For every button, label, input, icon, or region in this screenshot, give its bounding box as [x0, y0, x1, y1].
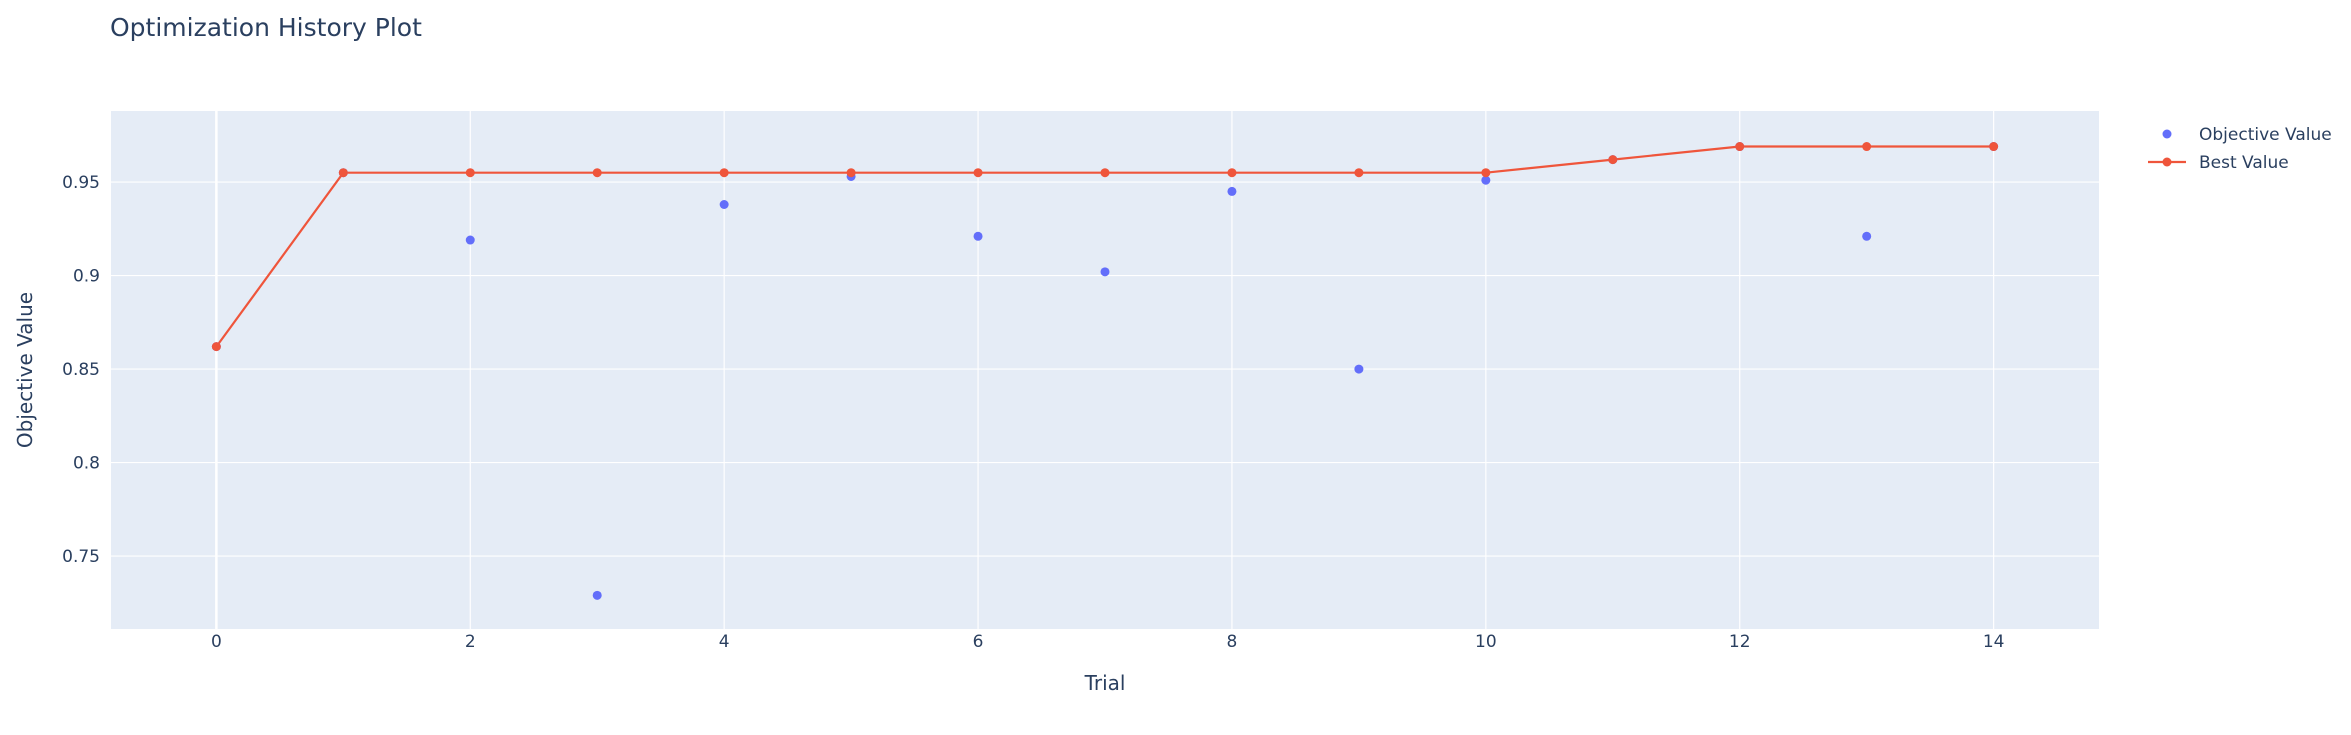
legend-item-best-value[interactable]: Best Value: [2148, 153, 2289, 173]
best-value-point[interactable]: [846, 168, 856, 178]
best-value-point[interactable]: [465, 168, 475, 178]
y-tick-label: 0.75: [62, 547, 100, 567]
x-gridlines: [215, 111, 1995, 629]
best-value-point[interactable]: [592, 168, 602, 178]
x-tick-label: 8: [1227, 632, 1238, 652]
y-tick-label: 0.95: [62, 173, 100, 193]
objective-value-point[interactable]: [1862, 231, 1872, 241]
chart-title: Optimization History Plot: [110, 13, 422, 42]
objective-value-point[interactable]: [592, 590, 602, 600]
best-value-point[interactable]: [338, 168, 348, 178]
x-tick-label: 14: [1983, 632, 2005, 652]
best-value-point[interactable]: [1354, 168, 1364, 178]
best-value-point[interactable]: [1989, 142, 1999, 152]
x-axis-title: Trial: [1084, 671, 1126, 695]
objective-value-point[interactable]: [1354, 364, 1364, 374]
objective-value-point[interactable]: [465, 235, 475, 245]
best-value-point[interactable]: [1608, 155, 1618, 165]
legend: Objective Value Best Value: [2148, 125, 2332, 173]
best-value-point[interactable]: [1862, 142, 1872, 152]
legend-label-objective-value: Objective Value: [2199, 125, 2332, 145]
x-tick-label: 0: [211, 632, 222, 652]
best-value-point[interactable]: [719, 168, 729, 178]
y-tick-label: 0.8: [73, 454, 100, 474]
x-tick-label: 4: [719, 632, 730, 652]
x-tick-label: 10: [1475, 632, 1497, 652]
objective-value-point[interactable]: [1227, 186, 1237, 196]
objective-value-point[interactable]: [1100, 267, 1110, 277]
x-tick-label: 2: [465, 632, 476, 652]
x-tick-labels: 0 2 4 6 8 10 12 14: [211, 632, 2005, 652]
best-value-point[interactable]: [1481, 168, 1491, 178]
y-tick-label: 0.85: [62, 360, 100, 380]
best-value-point[interactable]: [1227, 168, 1237, 178]
objective-value-point[interactable]: [1481, 175, 1491, 185]
best-value-point[interactable]: [973, 168, 983, 178]
objective-value-point[interactable]: [973, 231, 983, 241]
legend-marker-best-value: [2162, 157, 2172, 167]
series-points: [211, 142, 1999, 600]
legend-item-objective-value[interactable]: Objective Value: [2162, 125, 2332, 145]
legend-marker-objective-value: [2162, 129, 2172, 139]
x-tick-label: 6: [973, 632, 984, 652]
plot-area: [111, 111, 2099, 629]
legend-label-best-value: Best Value: [2199, 153, 2289, 173]
x-tick-label: 12: [1729, 632, 1751, 652]
y-tick-labels: 0.75 0.8 0.85 0.9 0.95: [62, 173, 100, 567]
objective-value-point[interactable]: [719, 200, 729, 210]
best-value-point[interactable]: [211, 342, 221, 352]
best-value-point[interactable]: [1735, 142, 1745, 152]
y-gridlines: [111, 181, 2099, 557]
y-axis-title: Objective Value: [13, 292, 37, 448]
y-tick-label: 0.9: [73, 267, 100, 287]
best-value-point[interactable]: [1100, 168, 1110, 178]
